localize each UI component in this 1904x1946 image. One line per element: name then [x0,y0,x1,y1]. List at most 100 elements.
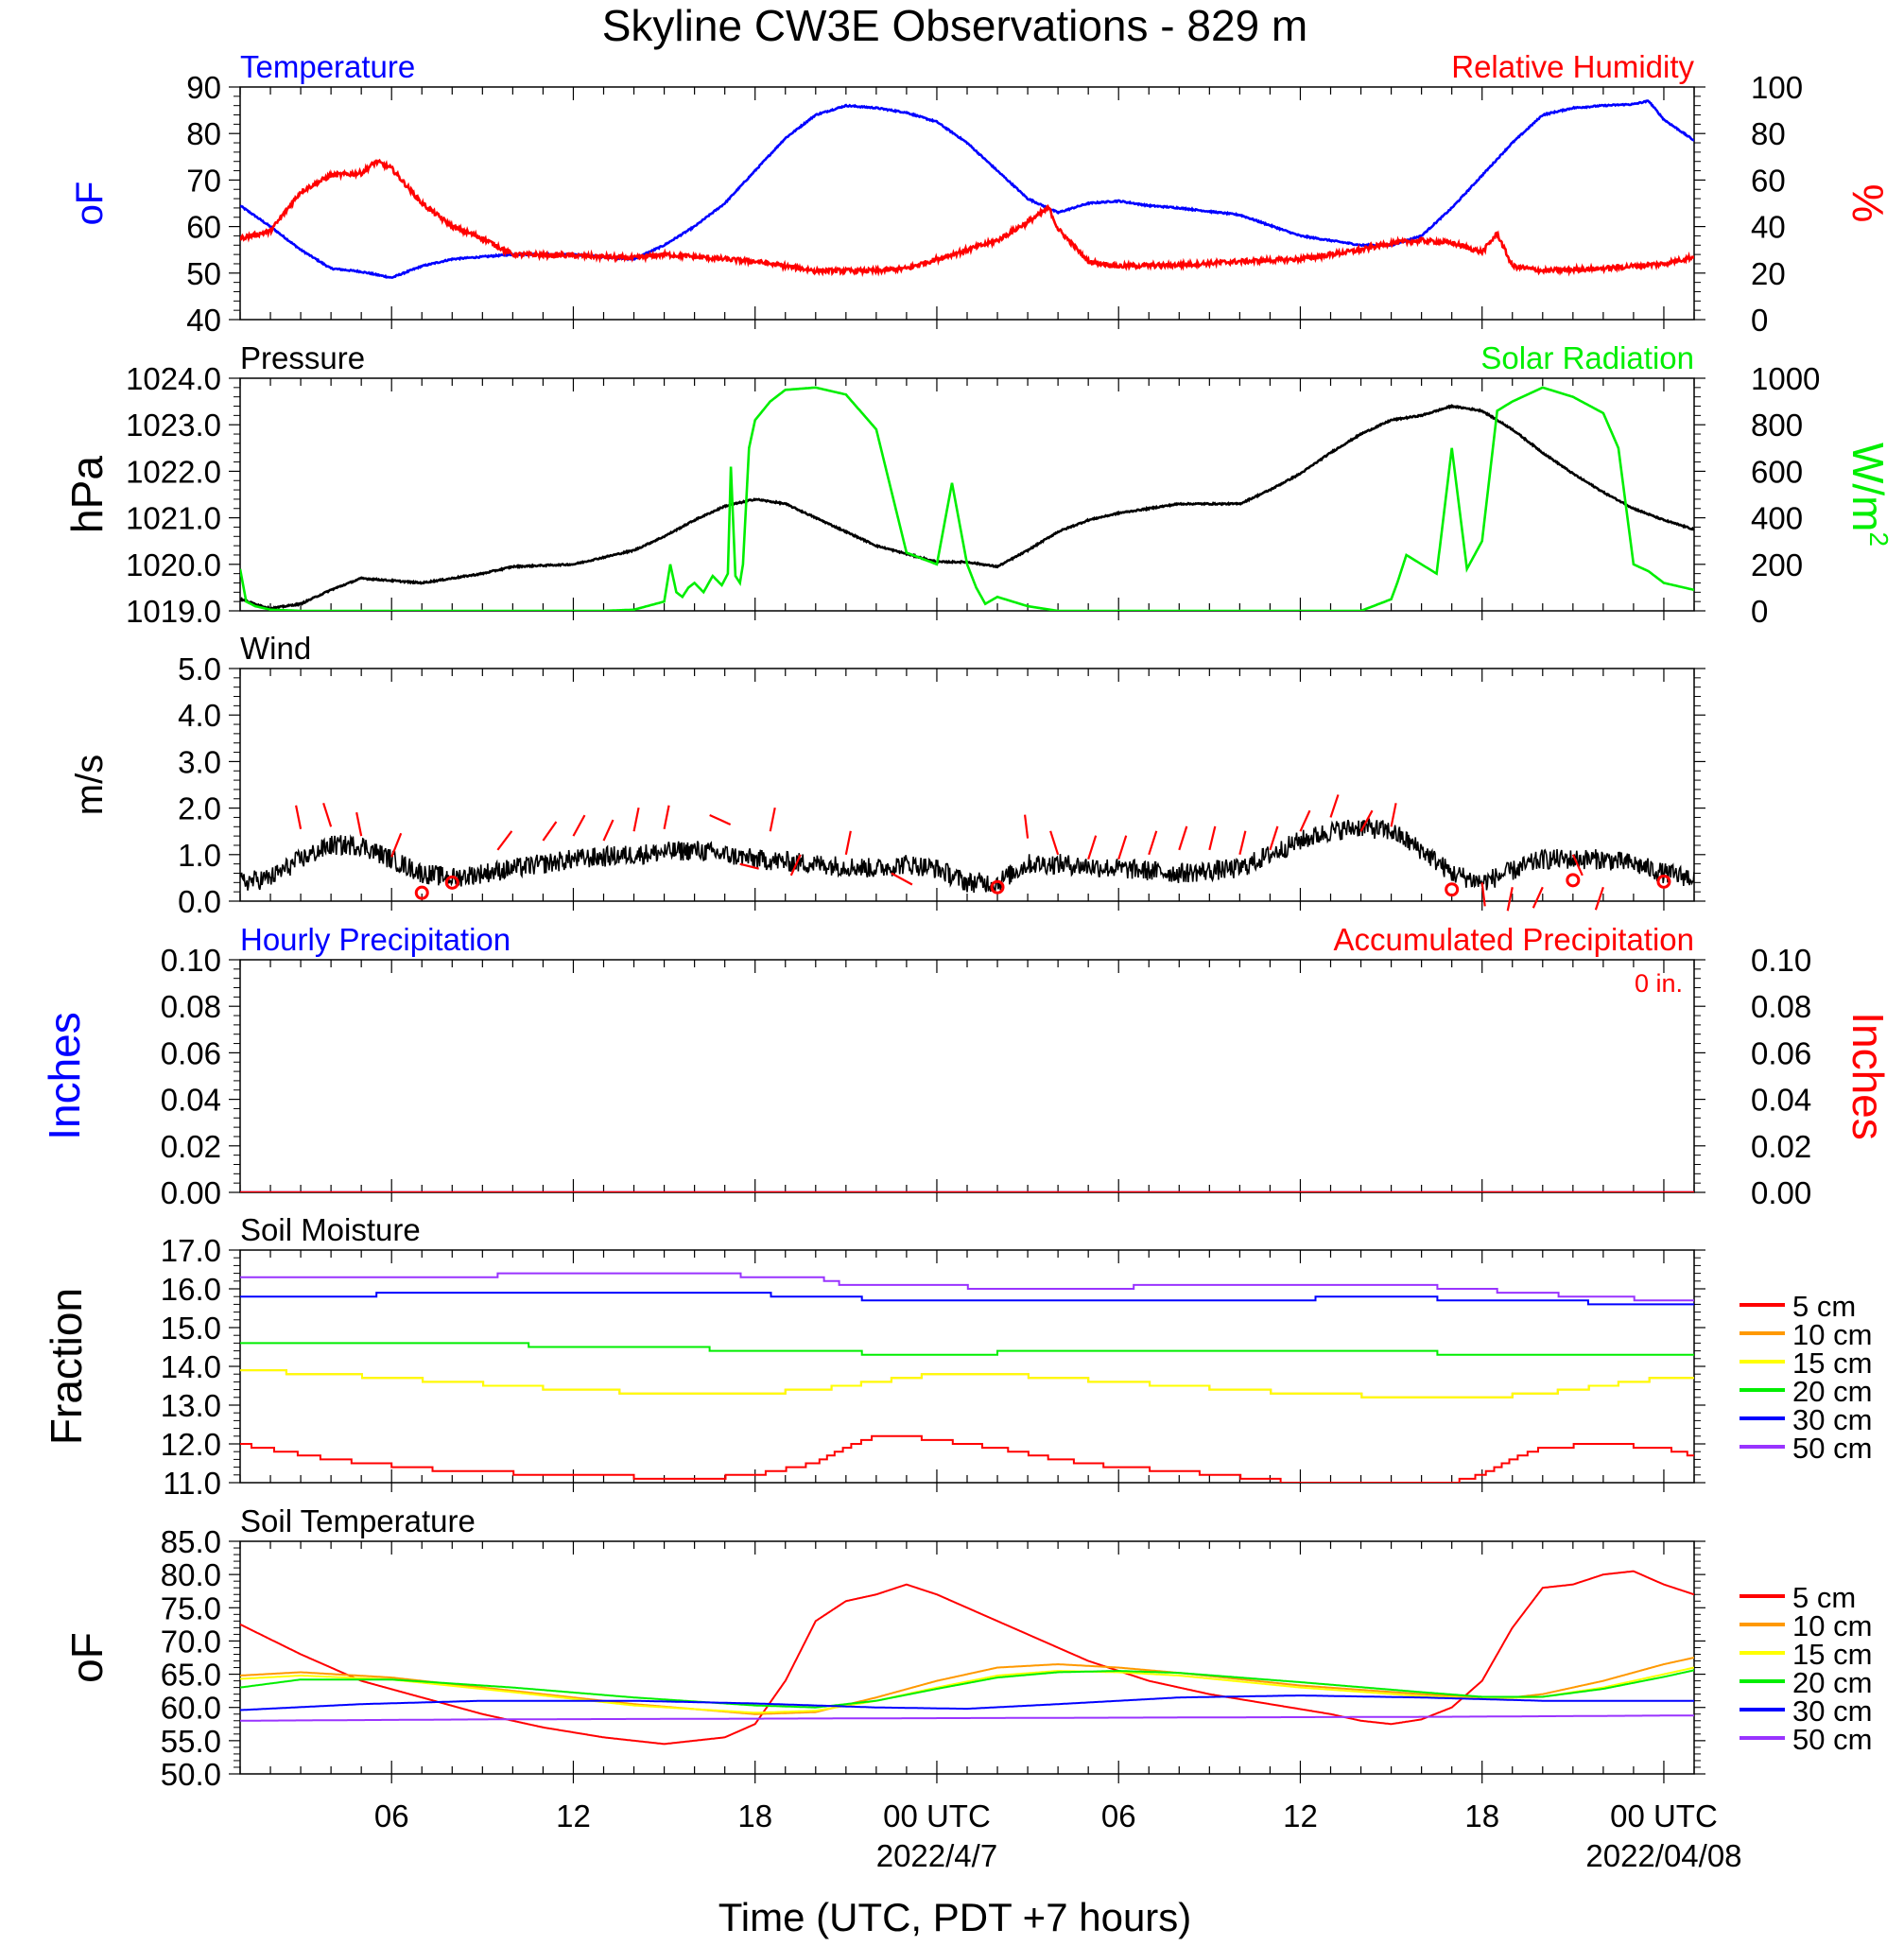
y-tick-label: 13.0 [161,1388,221,1423]
y-tick-label: 3.0 [178,744,221,779]
series-line-20cm [240,1669,1694,1709]
y-tick-label: 0.08 [161,989,221,1024]
legend-label: 15 cm [1792,1347,1872,1380]
y-tick-label: 1021.0 [126,501,221,536]
y-tick-label: 55.0 [161,1724,221,1759]
y-tick-label: 50.0 [161,1757,221,1792]
plot-frame [239,86,1695,321]
series-line-2 [240,386,1694,611]
y-axis-label: m/s [69,755,111,815]
panel-2: 1019.0 1020.0 1021.0 1022.0 1023.0 1024.0 0 200… [62,340,1894,629]
y2-tick-label: 0.10 [1751,943,1811,978]
calm-wind-marker [1656,874,1671,889]
legend-label: 20 cm [1792,1666,1872,1699]
y-tick-label: 1022.0 [126,454,221,489]
y-tick-label: 40 [186,303,221,338]
wind-barb [632,807,640,832]
wind-barb [1049,830,1060,856]
y2-tick-label: 40 [1751,210,1786,245]
y-tick-label: 5.0 [178,652,221,686]
series-line-30cm [240,1292,1694,1306]
x-tick-label: 00 UTC [883,1798,991,1833]
legend-label: 30 cm [1792,1694,1872,1728]
panel-1: 40 50 60 70 80 90 0 20 40 60 80 100 Temperature Relat… [69,49,1893,338]
legend-label: 20 cm [1792,1375,1872,1408]
y-tick-label: 65.0 [161,1658,221,1693]
y-tick-label: 60 [186,210,221,245]
legend-label: 50 cm [1792,1723,1872,1756]
legend-label: 15 cm [1792,1638,1872,1671]
legend-label: 5 cm [1792,1290,1856,1323]
y-tick-label: 80.0 [161,1557,221,1592]
y-tick-label: 4.0 [178,698,221,733]
wind-barb [1299,809,1311,832]
x-tick-label: 12 [556,1798,591,1833]
series-line-50cm [240,1714,1694,1722]
y2-tick-label: 0 [1751,303,1768,338]
y-tick-label: 0.10 [161,943,221,978]
series-line-15cm [240,1369,1694,1399]
wind-barb [1594,886,1604,911]
panel-left-title: Soil Moisture [240,1212,421,1247]
wind-barb [789,854,802,877]
x-tick-label: 00 UTC [1610,1798,1718,1833]
wind-barb [739,862,759,870]
panel-left-title: Temperature [240,49,415,84]
y2-axis-label-superscript: 2 [1864,531,1894,547]
wind-barb [295,805,303,829]
wind-barb [1480,882,1486,907]
y2-tick-label: 100 [1751,70,1803,105]
wind-barb [1208,825,1217,851]
series-line-1 [240,404,1694,611]
y-tick-label: 1023.0 [126,408,221,443]
y2-tick-label: 1000 [1751,361,1820,396]
y2-axis-label: W/m2 [1843,443,1894,547]
legend-label: 10 cm [1792,1609,1872,1642]
series-line-5cm [240,1570,1694,1746]
panel-3: 0.0 1.0 2.0 3.0 4.0 5.0 Wind m/s [69,631,1705,919]
y-axis-label: oF [62,1632,112,1683]
wind-barb [390,832,403,858]
y-tick-label: 0.02 [161,1129,221,1164]
y2-tick-label: 400 [1751,501,1803,536]
panel-left-title: Hourly Precipitation [240,922,511,957]
x-tick-label: 18 [1464,1798,1499,1833]
y2-tick-label: 0 [1751,594,1768,629]
wind-barb [1506,887,1514,912]
wind-barb [844,830,852,856]
series-line-2 [240,158,1694,278]
wind-barb [1359,809,1374,832]
y2-tick-label: 80 [1751,116,1786,151]
y2-tick-label: 0.08 [1751,989,1811,1024]
y-tick-label: 80 [186,116,221,151]
legend-label: 5 cm [1792,1581,1856,1614]
panel-left-title: Wind [240,631,311,666]
calm-wind-marker [1445,882,1460,897]
panel-right-title: Solar Radiation [1480,340,1694,375]
panel-left-title: Soil Temperature [240,1503,476,1538]
x-tick-label: 06 [374,1798,409,1833]
wind-barb [1178,825,1188,851]
y-tick-label: 50 [186,256,221,291]
plot-frame [239,1540,1695,1775]
series-line-50cm [240,1272,1694,1302]
wind-barb [572,814,586,837]
y-tick-label: 0.04 [161,1083,221,1118]
y-tick-label: 16.0 [161,1272,221,1307]
x-date-label: 2022/4/7 [876,1838,997,1873]
calm-wind-marker [1566,873,1581,888]
y2-tick-label: 0.02 [1751,1129,1811,1164]
y-tick-label: 90 [186,70,221,105]
y-tick-label: 2.0 [178,791,221,826]
series-line-20cm [240,1342,1694,1356]
wind-barb [1390,803,1397,827]
x-tick-label: 12 [1283,1798,1318,1833]
y-tick-label: 0.0 [178,884,221,919]
y-tick-label: 17.0 [161,1233,221,1268]
wind-barb [496,830,513,851]
x-axis-label: Time (UTC, PDT +7 hours) [718,1895,1192,1939]
wind-barb [1087,835,1098,860]
wind-barb [1571,854,1584,877]
wind-barb [1329,794,1340,818]
